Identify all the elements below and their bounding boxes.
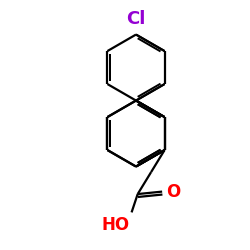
Text: HO: HO	[101, 216, 129, 234]
Text: O: O	[166, 182, 180, 200]
Text: Cl: Cl	[126, 10, 146, 29]
